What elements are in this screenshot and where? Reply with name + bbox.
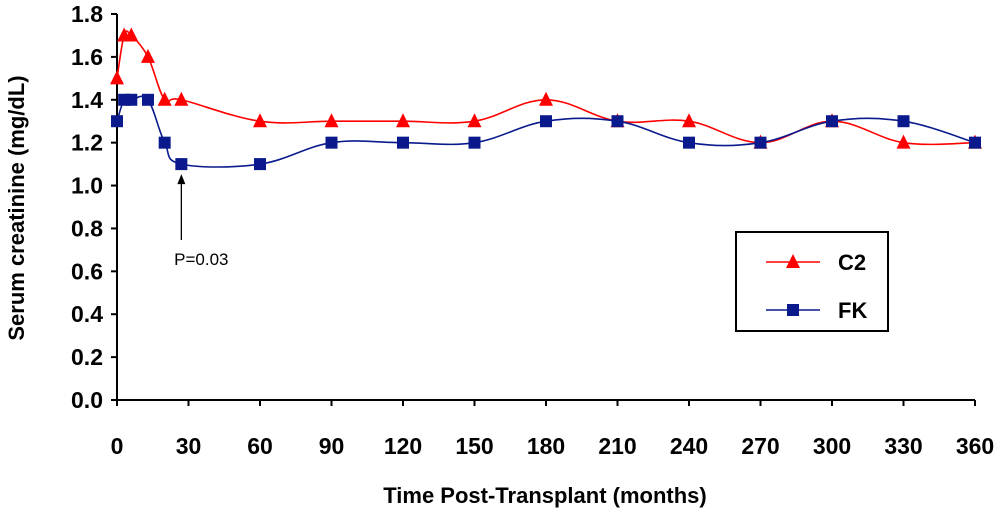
y-tick-label: 0.6: [71, 258, 103, 284]
data-point-fk: [826, 115, 838, 128]
data-point-fk: [754, 136, 767, 149]
data-point-fk: [897, 115, 910, 128]
x-axis-title: Time Post-Transplant (months): [383, 483, 707, 508]
legend: C2 FK: [735, 231, 889, 332]
x-tick-label: 60: [247, 433, 273, 459]
legend-marker: [786, 254, 800, 268]
legend-item-c2: C2: [766, 250, 866, 275]
y-tick-label: 0.2: [71, 344, 103, 370]
annotation-label: P=0.03: [174, 250, 228, 269]
y-tick-label: 1.6: [71, 44, 103, 70]
legend-item-fk: FK: [766, 298, 867, 323]
data-point-fk: [125, 93, 138, 106]
y-tick-label: 1.4: [71, 87, 103, 113]
y-tick-label: 1.0: [71, 173, 103, 199]
x-tick-label: 330: [884, 433, 922, 459]
legend-marker: [787, 304, 799, 316]
data-point-fk: [325, 136, 338, 149]
legend-label: C2: [838, 250, 866, 275]
data-point-fk: [611, 115, 624, 128]
series-c2: [110, 27, 982, 149]
data-point-fk: [158, 136, 171, 149]
data-point-fk: [141, 93, 154, 106]
legend-box: [735, 231, 889, 332]
data-point-c2: [253, 113, 267, 128]
data-point-fk: [254, 158, 266, 171]
series-line-fk: [116, 95, 976, 168]
data-point-c2: [396, 113, 410, 128]
data-point-fk: [118, 93, 131, 106]
data-point-fk: [540, 115, 552, 128]
x-tick-label: 90: [319, 433, 345, 459]
x-axis-ticks: 0 30 60 90 120 150 180 210 240 270 300 330 360: [111, 400, 994, 459]
y-tick-label: 0.4: [71, 301, 103, 327]
data-point-c2: [467, 113, 482, 128]
x-tick-label: 360: [956, 433, 994, 459]
y-tick-label: 1.2: [71, 130, 103, 156]
annotation-arrow-head: [177, 174, 186, 185]
axes: [116, 14, 975, 401]
x-tick-label: 270: [741, 433, 779, 459]
data-point-c2: [124, 27, 139, 42]
y-axis-title: Serum creatinine (mg/dL): [4, 75, 29, 340]
series-fk: [111, 93, 981, 171]
x-tick-label: 150: [455, 433, 493, 459]
data-point-fk: [969, 136, 981, 149]
y-tick-label: 0.0: [71, 387, 103, 413]
data-point-fk: [468, 136, 481, 149]
data-point-fk: [683, 136, 695, 149]
data-point-c2: [324, 113, 339, 128]
data-point-c2: [157, 91, 172, 106]
x-tick-label: 30: [176, 433, 202, 459]
annotation-layer: P=0.03: [174, 174, 229, 269]
data-point-c2: [539, 91, 553, 106]
data-point-c2: [682, 113, 696, 128]
x-tick-label: 210: [598, 433, 636, 459]
data-point-fk: [175, 158, 188, 171]
data-point-c2: [174, 91, 189, 106]
x-tick-label: 240: [670, 433, 708, 459]
x-tick-label: 0: [111, 433, 124, 459]
series-layer: [110, 27, 982, 171]
x-tick-label: 120: [384, 433, 422, 459]
data-point-fk: [111, 115, 123, 128]
data-point-c2: [896, 134, 911, 149]
series-line-c2: [116, 30, 976, 146]
x-tick-label: 300: [813, 433, 851, 459]
data-point-c2: [140, 48, 155, 63]
y-tick-label: 0.8: [71, 215, 103, 241]
legend-label: FK: [838, 298, 867, 323]
x-tick-label: 180: [527, 433, 565, 459]
y-axis-ticks: 0.0 0.2 0.4 0.6 0.8 1.0 1.2 1.4 1.6 1.8: [71, 1, 117, 413]
data-point-c2: [110, 70, 124, 85]
y-tick-label: 1.8: [71, 1, 103, 27]
data-point-fk: [397, 136, 409, 149]
